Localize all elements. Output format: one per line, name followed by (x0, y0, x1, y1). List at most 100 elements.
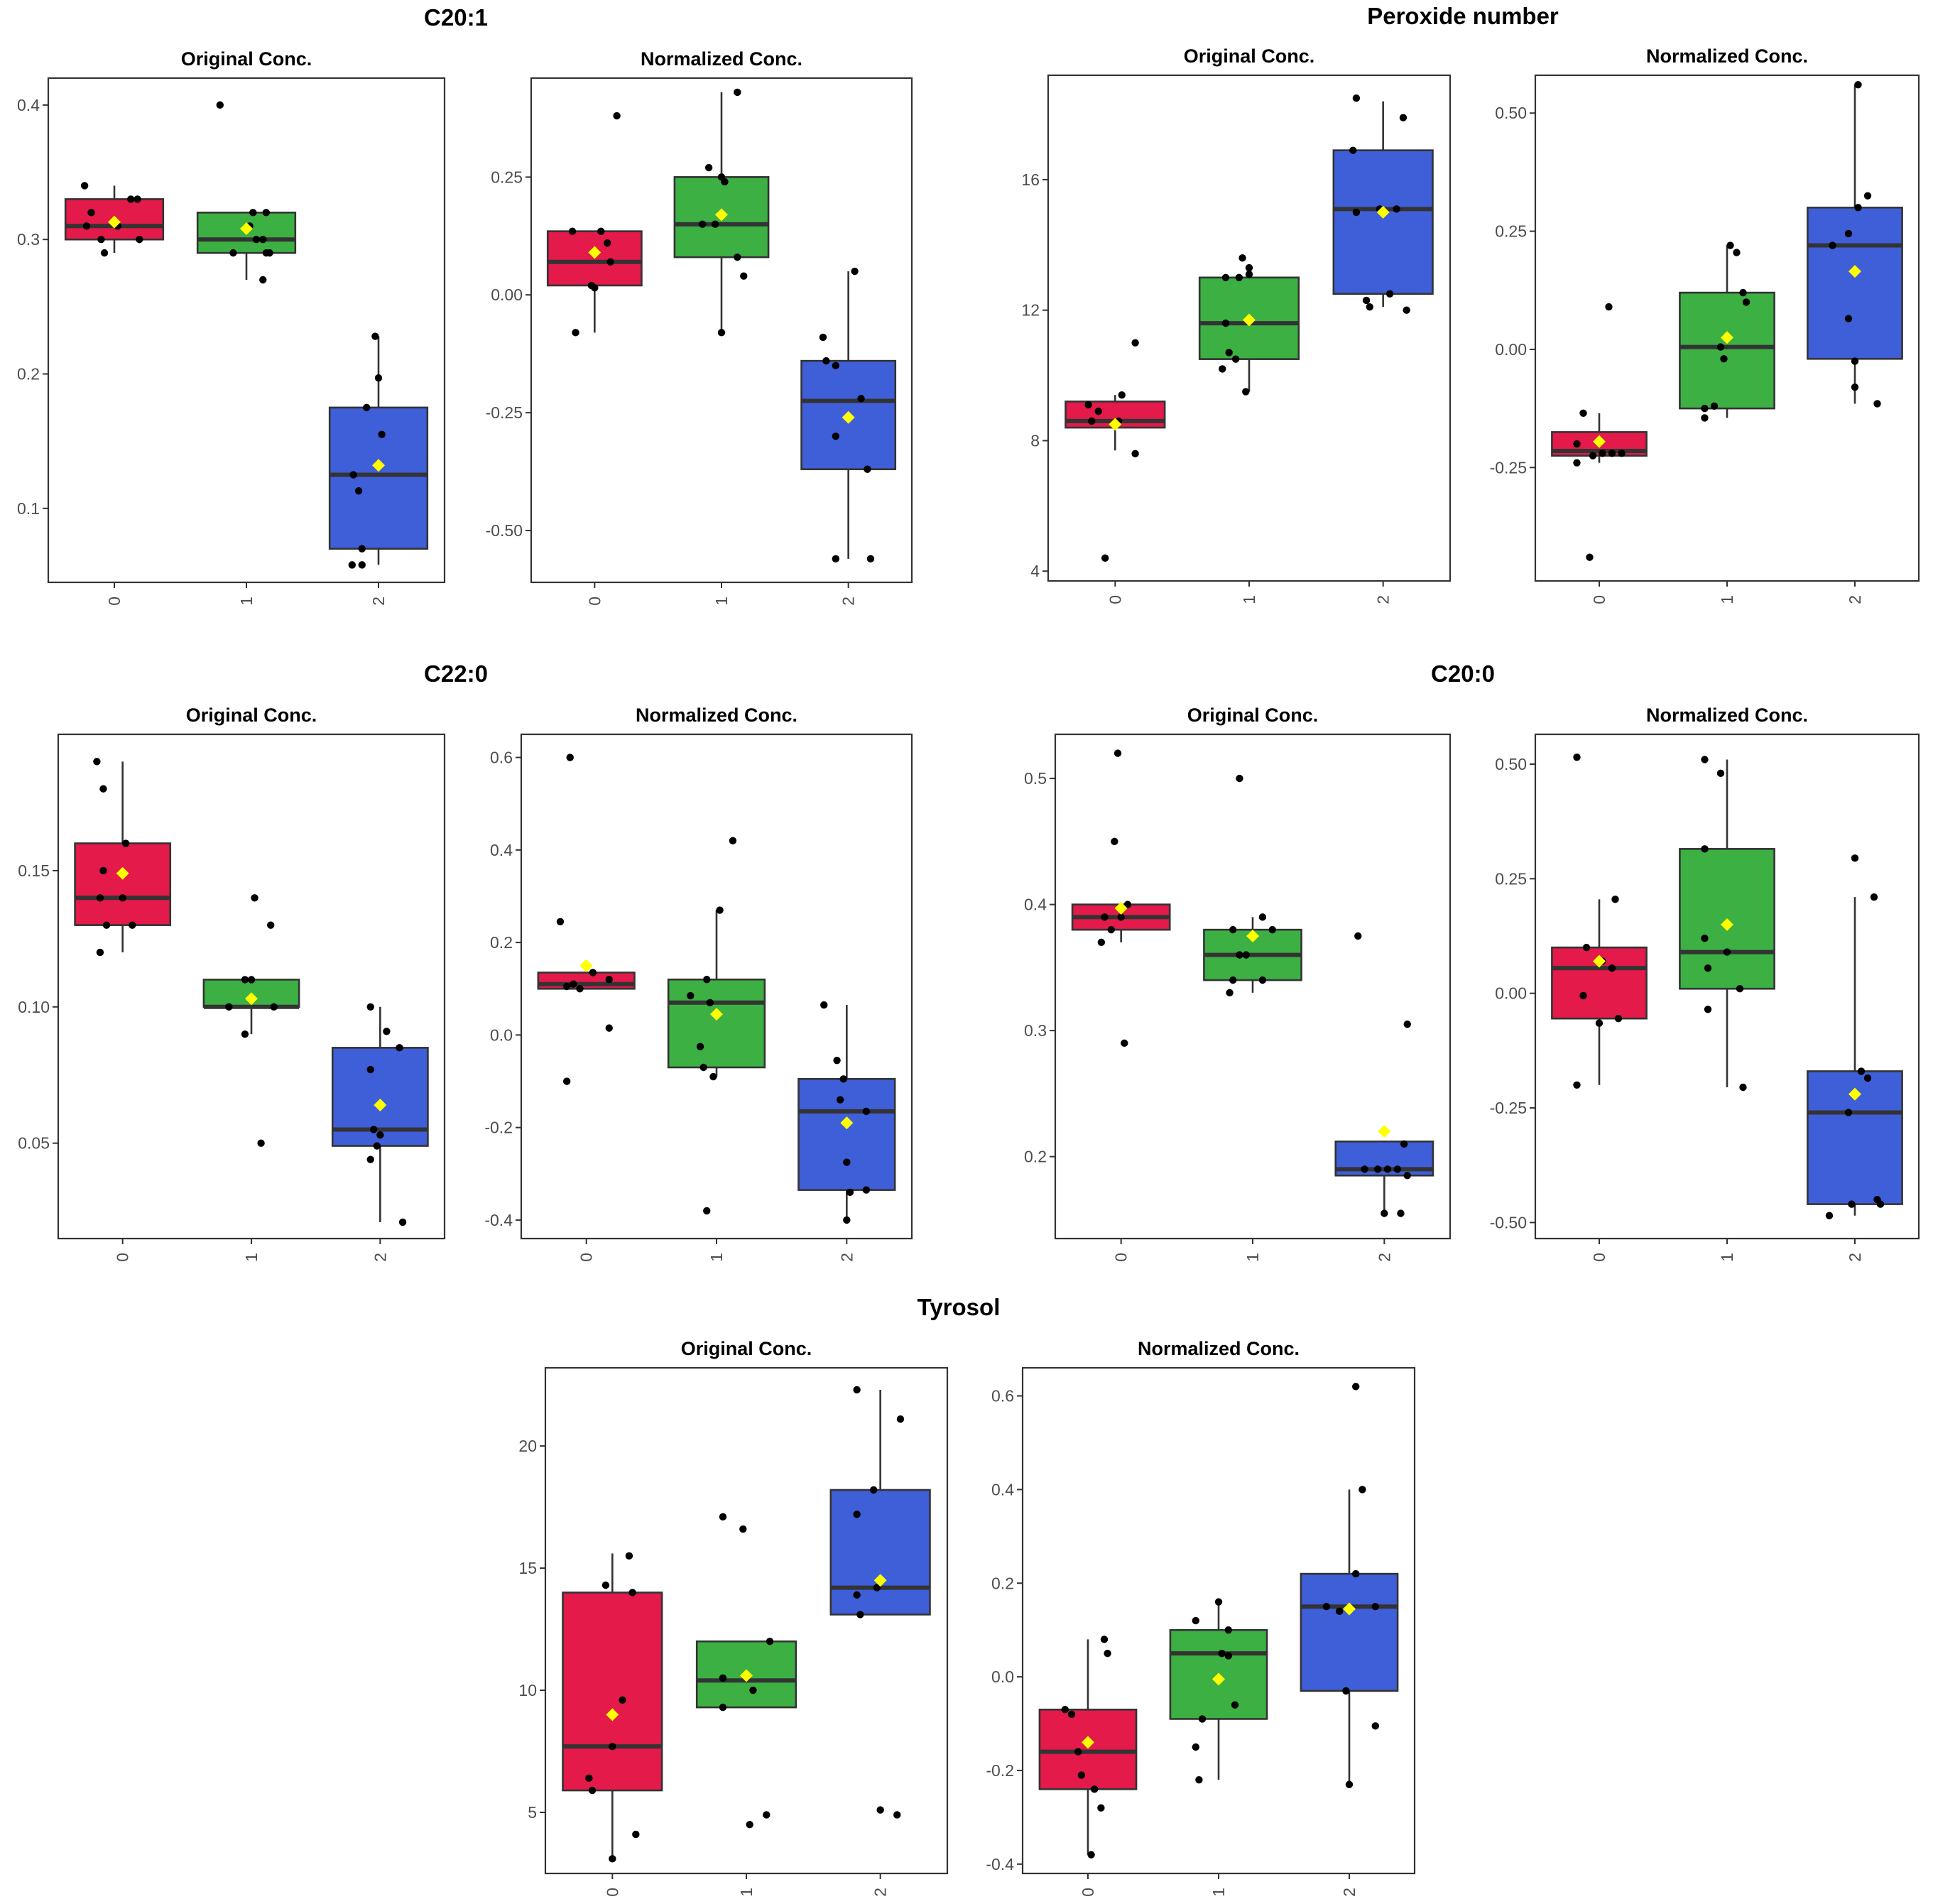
box-group-0 (1071, 749, 1171, 1048)
data-point (1854, 81, 1862, 89)
data-point (719, 1703, 727, 1712)
data-point (1221, 273, 1230, 281)
y-tick-label: -0.25 (1490, 1099, 1527, 1117)
data-point (1100, 1636, 1109, 1643)
data-point (866, 555, 875, 563)
mean-marker (1082, 1736, 1094, 1749)
iqr-box (1038, 1708, 1138, 1790)
mean-marker (1109, 418, 1122, 431)
data-point (247, 976, 256, 984)
data-point (857, 395, 865, 403)
mean-marker (1246, 930, 1259, 942)
data-point (1242, 951, 1250, 959)
data-point (374, 374, 383, 382)
data-point (1101, 554, 1109, 562)
data-point (862, 1107, 871, 1116)
group-title-peroxide-number: Peroxide number (1367, 3, 1559, 29)
y-tick-label: 12 (1021, 301, 1040, 320)
x-tick-label: 0 (585, 597, 604, 606)
group-title-c22-0: C22:0 (424, 660, 488, 687)
data-point (266, 249, 273, 257)
data-point (836, 1096, 844, 1104)
data-point (93, 758, 101, 766)
data-point (1245, 263, 1253, 272)
iqr-box (537, 972, 636, 990)
data-point (1336, 1607, 1344, 1616)
data-point (1573, 1081, 1581, 1089)
data-point (1579, 991, 1587, 1000)
y-tick-label: -0.25 (486, 403, 523, 422)
y-tick-label: 4 (1030, 562, 1040, 580)
data-point (257, 1139, 265, 1147)
data-point (1354, 932, 1362, 940)
data-point (1245, 271, 1253, 278)
mean-marker (1593, 954, 1606, 968)
data-point (1362, 296, 1371, 305)
iqr-box (1332, 149, 1434, 295)
data-point (270, 1003, 278, 1011)
data-point (1224, 1626, 1233, 1634)
x-tick-label: 0 (1106, 595, 1124, 604)
data-point (1352, 1570, 1360, 1578)
data-point (572, 329, 579, 337)
data-point (613, 111, 621, 120)
data-point (1118, 391, 1126, 399)
box-group-2 (1332, 94, 1434, 314)
data-point (601, 1581, 610, 1589)
data-point (1844, 315, 1853, 322)
box-group-2 (331, 1003, 429, 1226)
chart-2-panel-0: Original Conc. 0.05 0.10 0.15 0 1 2 (18, 705, 446, 1262)
data-point (851, 267, 859, 276)
box-group-2 (797, 1001, 896, 1224)
data-point (1736, 985, 1744, 993)
data-point (366, 1065, 374, 1074)
data-point (1371, 1722, 1380, 1730)
data-point (97, 236, 105, 244)
data-point (1192, 1743, 1200, 1751)
x-tick-label: 1 (1209, 1888, 1228, 1897)
data-point (1131, 450, 1139, 458)
data-point (1121, 1039, 1128, 1048)
data-point (1608, 964, 1616, 972)
data-point (229, 249, 237, 257)
data-point (589, 969, 597, 977)
data-point (832, 555, 840, 563)
data-point (1701, 935, 1709, 942)
data-point (1345, 1780, 1354, 1788)
mean-marker (116, 866, 129, 880)
data-point (734, 88, 741, 97)
data-point (763, 1811, 771, 1819)
data-point (562, 982, 571, 991)
data-point (696, 1043, 704, 1050)
data-point (1229, 976, 1237, 984)
data-point (99, 785, 107, 793)
data-point (832, 361, 840, 369)
y-tick-label: 0.00 (491, 285, 523, 304)
mean-marker (1243, 313, 1256, 327)
y-tick-label: 0.00 (1495, 984, 1527, 1003)
data-point (1710, 402, 1719, 410)
y-tick-label: 0.3 (17, 230, 40, 249)
data-point (853, 1591, 861, 1599)
data-point (358, 545, 366, 553)
data-point (739, 1525, 747, 1533)
data-point (566, 754, 574, 761)
data-point (262, 209, 271, 217)
panel-title: Original Conc. (186, 705, 317, 726)
x-tick-label: 0 (1590, 1253, 1608, 1262)
iqr-box (829, 1489, 931, 1616)
box-group-2 (1300, 1383, 1399, 1788)
data-point (1097, 938, 1106, 947)
data-point (746, 1821, 753, 1829)
chart-0-panel-0: Original Conc. 0.1 0.2 0.3 0.4 0 1 2 (17, 48, 446, 606)
data-point (1091, 1785, 1099, 1793)
mean-marker (245, 992, 258, 1006)
data-point (619, 1696, 626, 1704)
y-tick-label: 0.2 (490, 933, 513, 952)
data-point (606, 258, 614, 266)
data-point (1704, 964, 1712, 972)
x-tick-label: 1 (1240, 595, 1258, 604)
data-point (252, 236, 261, 244)
mean-marker (1212, 1672, 1225, 1686)
data-point (241, 976, 249, 984)
